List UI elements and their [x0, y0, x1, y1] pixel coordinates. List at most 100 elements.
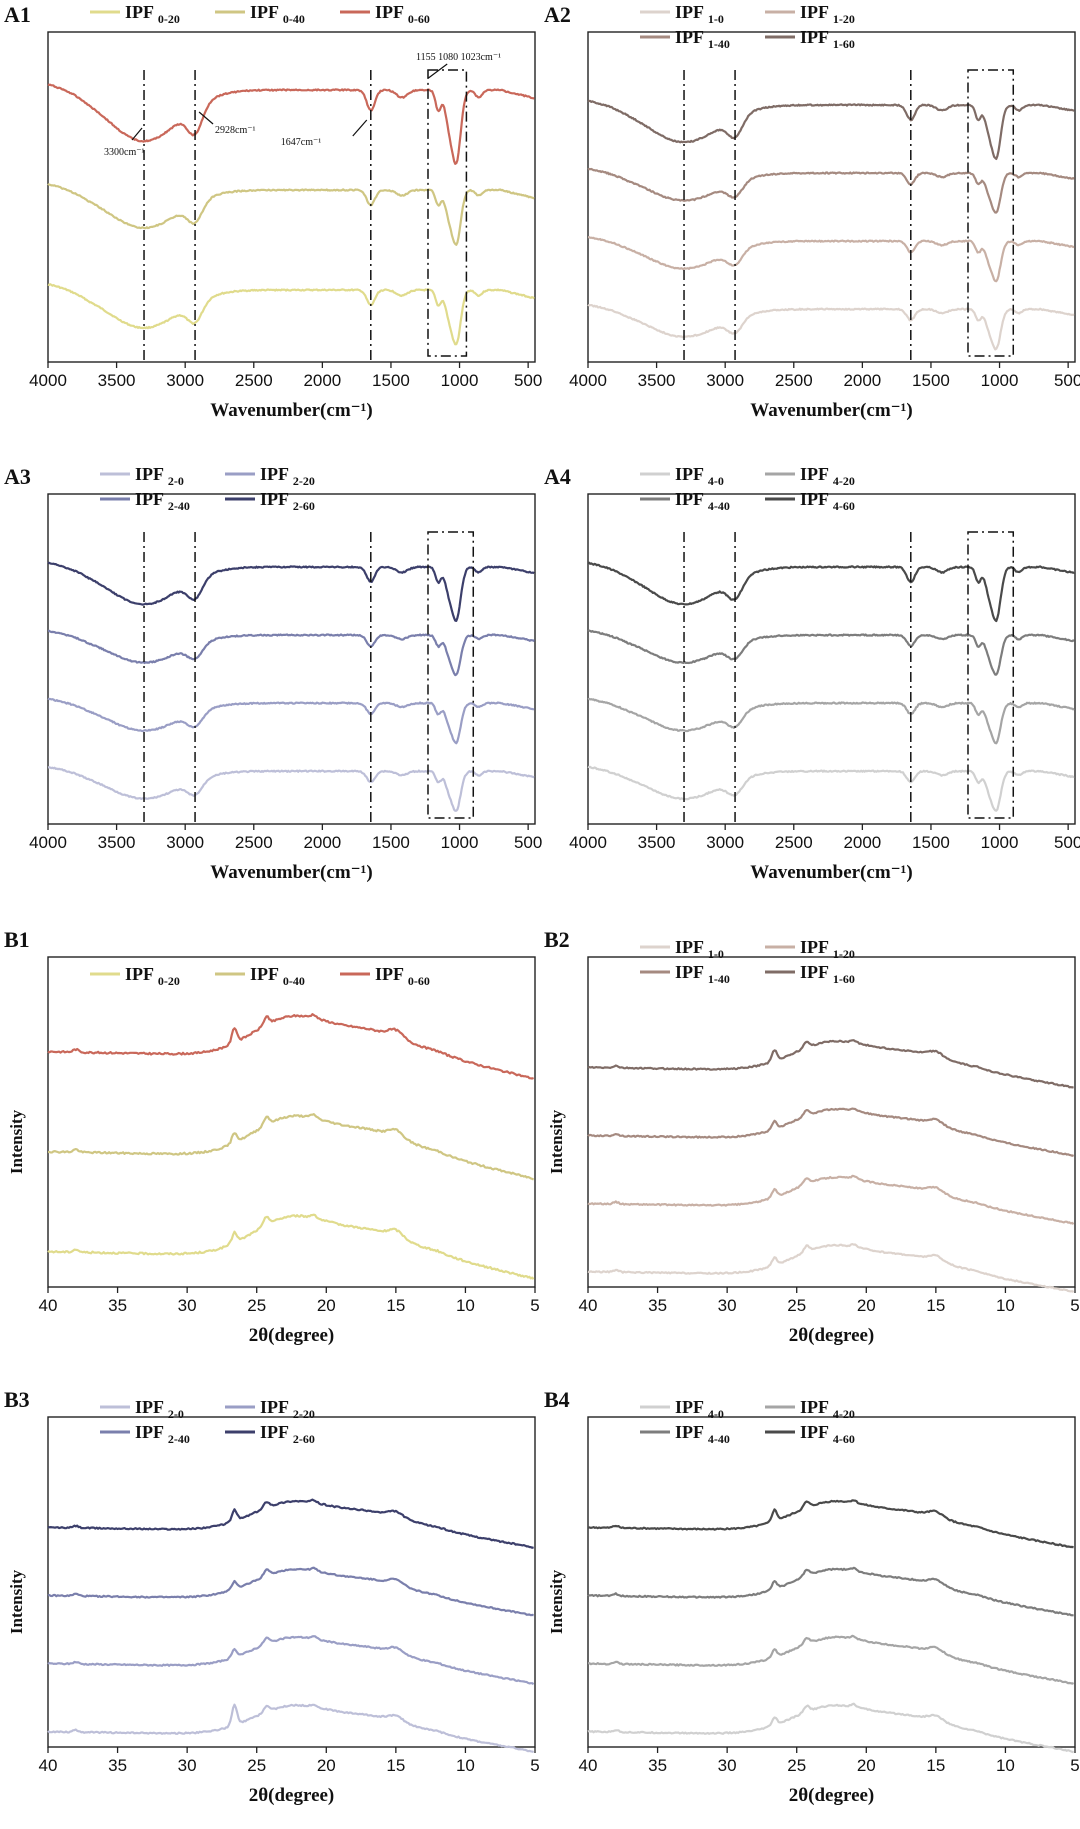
x-axis-label: Wavenumber(cm⁻¹) [750, 862, 912, 883]
series-line-2-0 [47, 766, 535, 812]
x-tick-label: 10 [996, 1296, 1015, 1315]
chart-svg: B1 40 35 30 25 20 15 10 5 2θ(degree) Intensity IPF … [4, 927, 540, 1346]
series-line-2-60 [47, 1498, 535, 1549]
legend-label: IPF 4-60 [800, 489, 855, 513]
legend-label: IPF 4-0 [675, 464, 724, 488]
x-axis-label: 2θ(degree) [789, 1325, 875, 1346]
series-line-4-60 [588, 561, 1075, 623]
legend-label: IPF 0-60 [375, 2, 430, 26]
annotation-arrow [131, 127, 143, 141]
legend-label: IPF 1-20 [800, 2, 855, 26]
x-axis-label: Wavenumber(cm⁻¹) [210, 862, 372, 883]
highlight-box [967, 531, 1015, 819]
series-line-4-60 [587, 1499, 1074, 1549]
x-tick-label: 4000 [569, 371, 607, 390]
x-tick-label: 500 [1054, 833, 1080, 852]
x-tick-label: 1500 [912, 833, 950, 852]
chart-svg: A1 4000 3500 3000 2500 2000 1500 1000 500 Wavenum… [4, 2, 542, 421]
plot-frame [47, 31, 536, 363]
legend-label: IPF 4-20 [800, 1397, 855, 1421]
x-tick-label: 1000 [981, 833, 1019, 852]
series-line-2-20 [47, 697, 535, 745]
x-tick-label: 2000 [303, 833, 341, 852]
chart-svg: B2 40 35 30 25 20 15 10 5 2θ(degree) Intensity IPF … [544, 927, 1080, 1346]
series-line-1-40 [587, 1107, 1075, 1157]
series-line-0-60 [47, 1013, 534, 1080]
chart-svg: A4 4000 3500 3000 2500 2000 1500 1000 500 Wavenum… [544, 464, 1080, 883]
x-tick-label: 2500 [775, 833, 813, 852]
panel-label: A3 [4, 464, 31, 489]
chart-panel-b2: B2 40 35 30 25 20 15 10 5 2θ(degree) Intensity IPF … [540, 925, 1080, 1375]
highlight-box [967, 69, 1015, 357]
peak-annotation: 2928cm⁻¹ [215, 125, 256, 136]
plot-frame [47, 493, 536, 825]
x-tick-label: 3000 [706, 833, 744, 852]
x-tick-label: 20 [857, 1296, 876, 1315]
series-line-1-60 [587, 99, 1075, 160]
legend-label: IPF 1-0 [675, 2, 724, 26]
chart-panel-a2: A2 4000 3500 3000 2500 2000 1500 1000 500 Wavenum… [540, 0, 1080, 450]
series-line-1-40 [587, 167, 1075, 214]
series-line-1-60 [587, 1039, 1074, 1089]
x-tick-label: 1500 [912, 371, 950, 390]
x-tick-label: 15 [926, 1296, 945, 1315]
annotation-arrow [198, 111, 214, 125]
legend-label: IPF 0-40 [250, 964, 305, 988]
x-tick-label: 30 [718, 1296, 737, 1315]
chart-panel-a3: A3 4000 3500 3000 2500 2000 1500 1000 500 Wavenum… [0, 462, 542, 912]
x-tick-label: 40 [579, 1296, 598, 1315]
panel-label: B2 [544, 927, 570, 952]
series-line-1-0 [587, 1243, 1075, 1293]
series-line-1-20 [587, 1174, 1075, 1226]
x-tick-label: 2500 [235, 833, 273, 852]
x-tick-label: 500 [514, 833, 542, 852]
x-tick-label: 5 [530, 1756, 539, 1775]
x-tick-label: 3000 [166, 371, 204, 390]
chart-svg: A2 4000 3500 3000 2500 2000 1500 1000 500 Wavenum… [544, 2, 1080, 421]
x-tick-label: 3500 [98, 371, 136, 390]
highlight-box [427, 531, 475, 819]
x-tick-label: 5 [1070, 1296, 1079, 1315]
x-axis-label: 2θ(degree) [249, 1325, 335, 1346]
legend-label: IPF 1-40 [675, 962, 730, 986]
x-tick-label: 15 [386, 1756, 405, 1775]
x-tick-label: 3500 [98, 833, 136, 852]
legend-label: IPF 4-40 [675, 489, 730, 513]
legend-label: IPF 1-20 [800, 937, 855, 961]
legend-label: IPF 4-20 [800, 464, 855, 488]
x-tick-label: 1500 [372, 371, 410, 390]
x-tick-label: 2000 [843, 371, 881, 390]
series-line-4-0 [587, 1702, 1074, 1754]
plot-frame [587, 493, 1076, 825]
y-axis-label: Intensity [547, 1109, 566, 1174]
peak-annotation: 3300cm⁻¹ [104, 147, 145, 158]
x-tick-label: 20 [317, 1756, 336, 1775]
x-axis-label: 2θ(degree) [249, 1785, 335, 1806]
x-axis-label: Wavenumber(cm⁻¹) [210, 400, 372, 421]
x-tick-label: 4000 [29, 833, 67, 852]
chart-panel-a1: A1 4000 3500 3000 2500 2000 1500 1000 500 Wavenum… [0, 0, 542, 450]
series-line-1-0 [587, 303, 1075, 351]
x-tick-label: 3500 [638, 371, 676, 390]
y-axis-label: Intensity [7, 1109, 26, 1174]
legend-label: IPF 1-60 [800, 962, 855, 986]
chart-svg: B4 40 35 30 25 20 15 10 5 2θ(degree) Intensity IPF … [544, 1387, 1080, 1806]
legend-label: IPF 2-0 [135, 1397, 184, 1421]
x-tick-label: 35 [108, 1756, 127, 1775]
x-tick-label: 4000 [29, 371, 67, 390]
x-tick-label: 2500 [775, 371, 813, 390]
x-tick-label: 500 [514, 371, 542, 390]
x-tick-label: 25 [247, 1296, 266, 1315]
x-tick-label: 25 [247, 1756, 266, 1775]
x-tick-label: 1000 [981, 371, 1019, 390]
legend-label: IPF 0-20 [125, 2, 180, 26]
x-axis-label: 2θ(degree) [789, 1785, 875, 1806]
x-tick-label: 20 [317, 1296, 336, 1315]
chart-svg: B3 40 35 30 25 20 15 10 5 2θ(degree) Intensity IPF … [4, 1387, 540, 1806]
panel-label: B3 [4, 1387, 30, 1412]
x-tick-label: 10 [996, 1756, 1015, 1775]
x-tick-label: 5 [1070, 1756, 1079, 1775]
series-line-0-40 [47, 182, 535, 246]
x-tick-label: 40 [39, 1296, 58, 1315]
plot-frame [587, 1416, 1076, 1748]
